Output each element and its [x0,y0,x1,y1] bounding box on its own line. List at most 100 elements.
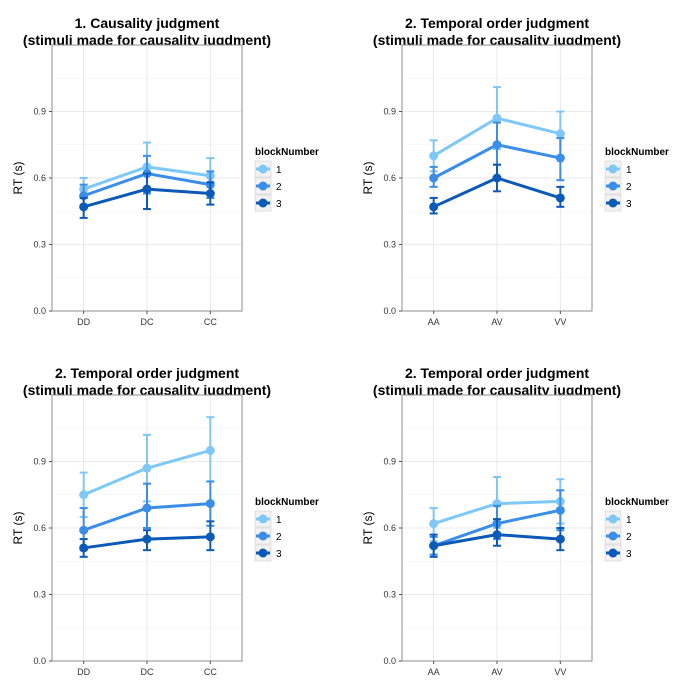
panel-subtitle: (stimuli made for causality jugdment) [373,382,621,398]
data-point [79,525,89,535]
y-tick-label: 0.3 [33,590,46,600]
legend: blockNumber 1 2 3 [604,147,669,212]
legend-label: 3 [626,549,632,560]
legend-label: 1 [276,165,282,176]
legend: blockNumber 1 2 3 [254,497,319,562]
legend: blockNumber 1 2 3 [254,147,319,212]
data-point [205,532,215,542]
series-2 [429,121,565,188]
panel-title: 2. Temporal order judgment [405,15,589,31]
x-tick-label: DC [141,317,154,327]
legend-label: 3 [276,549,282,560]
x-tick-label: DD [77,317,90,327]
data-point [555,153,565,163]
data-point [492,113,502,123]
legend: blockNumber 1 2 3 [604,497,669,562]
legend-label: 2 [276,532,282,543]
y-tick-label: 0.9 [33,107,46,117]
series-2 [79,480,215,552]
data-point [492,173,502,183]
legend-key-point [608,181,618,191]
legend-key-point [258,514,268,524]
data-point [429,519,439,529]
legend-label: 1 [626,515,632,526]
series-3 [79,520,215,558]
legend-key-point [258,198,268,208]
legend-title: blockNumber [605,147,669,158]
x-tick-label: AA [428,667,440,677]
y-axis-title: RT (s) [11,162,25,195]
x-tick-label: AV [491,317,502,327]
x-tick-label: CC [204,667,217,677]
legend-key-point [608,164,618,174]
legend-key-point [608,548,618,558]
legend-title: blockNumber [255,147,319,158]
panel-subtitle: (stimuli made for causality jugdment) [23,382,271,398]
panel-subtitle: (stimuli made for causality jugdment) [373,32,621,48]
data-point [555,129,565,139]
data-point [79,543,89,553]
data-point [205,445,215,455]
data-point [205,499,215,509]
y-tick-label: 0.3 [383,240,396,250]
legend-label: 2 [276,182,282,193]
y-tick-label: 0.6 [33,523,46,533]
panel-1: 1. Causality judgment(stimuli made for c… [11,15,319,327]
data-point [79,202,89,212]
data-point [205,189,215,199]
x-tick-label: CC [204,317,217,327]
y-tick-label: 0.0 [383,656,396,666]
y-tick-label: 0.9 [383,457,396,467]
y-axis-title: RT (s) [361,162,375,195]
panel-title: 1. Causality judgment [75,15,220,31]
legend-title: blockNumber [605,497,669,508]
legend-key-point [258,531,268,541]
x-tick-label: AV [491,667,502,677]
panel-3: 2. Temporal order judgment(stimuli made … [11,365,319,677]
legend-key-point [608,531,618,541]
series-3 [79,172,215,219]
panel-title: 2. Temporal order judgment [405,365,589,381]
y-tick-label: 0.3 [33,240,46,250]
legend-label: 2 [626,532,632,543]
y-tick-label: 0.0 [33,656,46,666]
data-point [142,534,152,544]
y-axis-title: RT (s) [361,512,375,545]
data-point [429,202,439,212]
legend-label: 3 [626,199,632,210]
panel-2: 2. Temporal order judgment(stimuli made … [361,15,669,327]
legend-key-point [608,514,618,524]
data-point [429,541,439,551]
legend-key-point [608,198,618,208]
data-point [429,173,439,183]
data-point [555,534,565,544]
data-point [555,505,565,515]
x-tick-label: DD [77,667,90,677]
series-3 [429,518,565,558]
y-tick-label: 0.0 [33,306,46,316]
data-point [429,151,439,161]
y-tick-label: 0.6 [33,173,46,183]
x-tick-label: AA [428,317,440,327]
panel-4: 2. Temporal order judgment(stimuli made … [361,365,669,677]
x-tick-label: VV [554,317,566,327]
legend-label: 2 [626,182,632,193]
legend-key-point [258,164,268,174]
y-tick-label: 0.6 [383,173,396,183]
legend-title: blockNumber [255,497,319,508]
data-point [142,463,152,473]
series-3 [429,163,565,215]
y-tick-label: 0.3 [383,590,396,600]
legend-key-point [258,548,268,558]
legend-label: 1 [276,515,282,526]
panel-title: 2. Temporal order judgment [55,365,239,381]
y-tick-label: 0.9 [33,457,46,467]
data-point [492,530,502,540]
data-point [142,503,152,513]
data-point [555,193,565,203]
x-tick-label: VV [554,667,566,677]
x-tick-label: DC [141,667,154,677]
y-tick-label: 0.0 [383,306,396,316]
data-point [492,140,502,150]
